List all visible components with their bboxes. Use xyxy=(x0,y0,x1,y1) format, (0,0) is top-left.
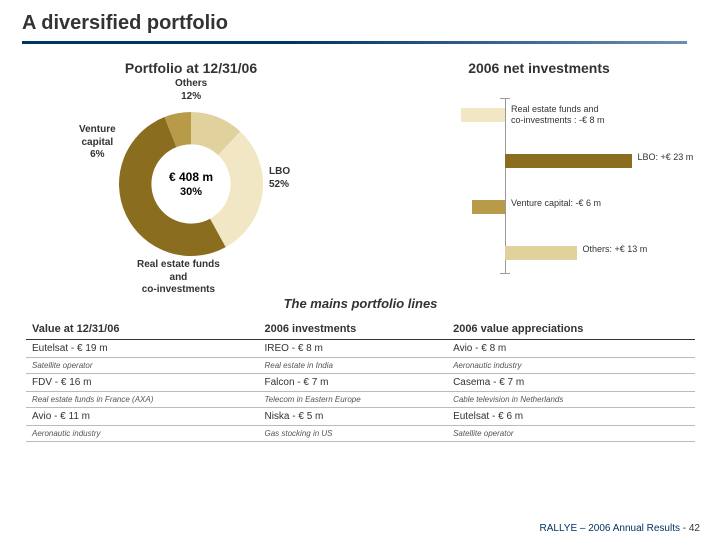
table-cell: Niska - € 5 m xyxy=(258,408,447,426)
table-row-sub: Satellite operatorReal estate in IndiaAe… xyxy=(26,358,695,374)
table-cell-sub: Gas stocking in US xyxy=(258,426,447,442)
table-cell: Eutelsat - € 6 m xyxy=(447,408,695,426)
donut-center-value: € 408 m xyxy=(169,170,213,184)
hbar-chart: Real estate funds andco-investments : -€… xyxy=(370,84,700,284)
hbar xyxy=(472,200,505,214)
table-cell: Avio - € 11 m xyxy=(26,408,258,426)
hbar-label: Real estate funds andco-investments : -€… xyxy=(511,104,605,127)
hbar-label: LBO: +€ 23 m xyxy=(638,152,694,163)
portfolio-table: Value at 12/31/062006 investments2006 va… xyxy=(26,319,695,442)
hbar xyxy=(461,108,505,122)
table-cell: Avio - € 8 m xyxy=(447,340,695,358)
table-cell-sub: Satellite operator xyxy=(26,358,258,374)
table-cell: Falcon - € 7 m xyxy=(258,374,447,392)
table-caption: The mains portfolio lines xyxy=(26,296,695,311)
table-cell: Casema - € 7 m xyxy=(447,374,695,392)
hbar-tick xyxy=(500,273,510,274)
footer: RALLYE – 2006 Annual Results - 42 xyxy=(540,523,700,534)
donut-slice-label: Real estate fundsandco-investments xyxy=(137,259,220,297)
hbar-label: Venture capital: -€ 6 m xyxy=(511,198,601,209)
table-cell-sub: Aeronautic industry xyxy=(447,358,695,374)
net-investments-column: 2006 net investments Real estate funds a… xyxy=(370,60,708,284)
donut-chart: € 408 m 30% LBO52%Real estate fundsandco… xyxy=(91,84,291,284)
donut-center: € 408 m 30% xyxy=(169,170,213,198)
table-row: FDV - € 16 mFalcon - € 7 mCasema - € 7 m xyxy=(26,374,695,392)
donut-center-pct: 30% xyxy=(169,186,213,198)
portfolio-chart-column: Portfolio at 12/31/06 € 408 m 30% LBO52%… xyxy=(22,60,360,284)
hbar xyxy=(505,154,632,168)
table-header: 2006 investments xyxy=(258,319,447,340)
table-cell-sub: Telecom in Eastern Europe xyxy=(258,392,447,408)
table-row-sub: Real estate funds in France (AXA)Telecom… xyxy=(26,392,695,408)
donut-slice-label: Venturecapital6% xyxy=(79,124,116,162)
table-row: Eutelsat - € 19 mIREO - € 8 mAvio - € 8 … xyxy=(26,340,695,358)
table-row-sub: Aeronautic industryGas stocking in USSat… xyxy=(26,426,695,442)
table-cell-sub: Satellite operator xyxy=(447,426,695,442)
footer-text: RALLYE – 2006 Annual Results - xyxy=(540,523,689,534)
table-cell: Eutelsat - € 19 m xyxy=(26,340,258,358)
table-section: The mains portfolio lines Value at 12/31… xyxy=(0,284,720,442)
hbar-tick xyxy=(500,98,510,99)
table-cell-sub: Real estate in India xyxy=(258,358,447,374)
title-underline xyxy=(22,41,687,44)
donut-slice-label: Others12% xyxy=(175,78,207,103)
portfolio-chart-title: Portfolio at 12/31/06 xyxy=(22,60,360,76)
page-number: 42 xyxy=(689,523,700,534)
table-cell: IREO - € 8 m xyxy=(258,340,447,358)
table-cell-sub: Aeronautic industry xyxy=(26,426,258,442)
slide-title: A diversified portfolio xyxy=(0,0,720,41)
table-cell-sub: Real estate funds in France (AXA) xyxy=(26,392,258,408)
table-header: Value at 12/31/06 xyxy=(26,319,258,340)
charts-area: Portfolio at 12/31/06 € 408 m 30% LBO52%… xyxy=(0,48,720,284)
table-cell-sub: Cable television in Netherlands xyxy=(447,392,695,408)
hbar-label: Others: +€ 13 m xyxy=(583,244,648,255)
hbar xyxy=(505,246,577,260)
net-investments-title: 2006 net investments xyxy=(370,60,708,76)
table-cell: FDV - € 16 m xyxy=(26,374,258,392)
table-header: 2006 value appreciations xyxy=(447,319,695,340)
table-row: Avio - € 11 mNiska - € 5 mEutelsat - € 6… xyxy=(26,408,695,426)
